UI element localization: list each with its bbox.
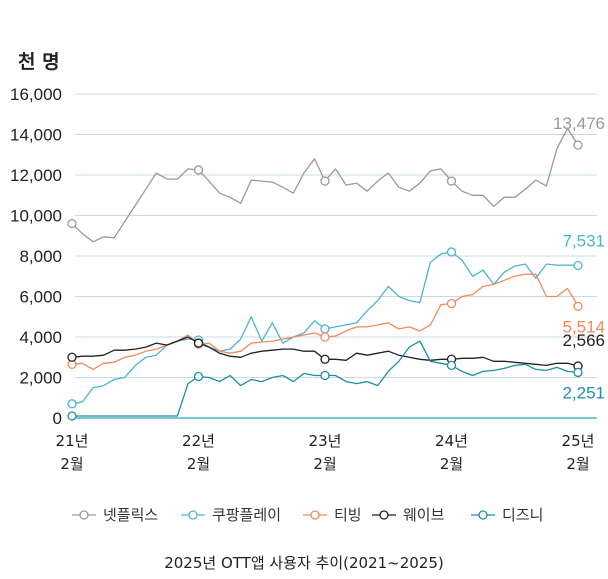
end-value-label: 2,566 xyxy=(562,331,605,350)
data-point-marker xyxy=(573,301,583,311)
y-tick-label: 8,000 xyxy=(19,247,62,266)
end-value-label: 7,531 xyxy=(562,231,605,250)
data-point-marker xyxy=(573,260,583,271)
legend-swatch-marker xyxy=(188,510,198,520)
legend-label: 디즈니 xyxy=(502,506,543,524)
x-tick-year: 21년 xyxy=(56,432,89,450)
legend-swatch-marker xyxy=(79,510,89,520)
series-group xyxy=(67,127,583,421)
legend-swatch-marker xyxy=(478,510,488,520)
legend-swatch-marker xyxy=(310,510,320,520)
data-point-marker xyxy=(67,399,77,409)
data-point-marker xyxy=(67,411,77,421)
data-point-marker xyxy=(446,176,457,186)
end-value-label: 5,514 xyxy=(562,317,605,336)
x-tick-year: 24년 xyxy=(435,432,468,450)
grid xyxy=(75,93,597,419)
x-tick-month: 2월 xyxy=(60,455,83,473)
x-tick-year: 23년 xyxy=(309,432,342,450)
x-tick-month: 2월 xyxy=(187,455,210,473)
data-point-marker xyxy=(573,140,583,150)
y-tick-label: 10,000 xyxy=(10,207,62,226)
data-point-marker xyxy=(193,338,204,348)
data-point-marker xyxy=(446,247,457,257)
y-tick-label: 14,000 xyxy=(10,126,62,145)
y-axis: 0 2,000 4,000 6,000 8,000 10,000 12,000 14,000 1… xyxy=(10,85,62,428)
legend-swatch-marker xyxy=(379,510,389,520)
chart-title: 2025년 OTT앱 사용자 추이(2021~2025) xyxy=(164,554,444,572)
data-point-marker xyxy=(193,371,204,382)
legend-label: 티빙 xyxy=(334,506,362,524)
data-point-marker xyxy=(320,176,330,186)
data-point-marker xyxy=(67,352,77,362)
end-value-label: 13,476 xyxy=(553,114,605,133)
data-point-marker xyxy=(320,332,330,342)
y-tick-label: 12,000 xyxy=(10,166,62,185)
y-tick-label: 0 xyxy=(53,409,62,428)
x-tick-month: 2월 xyxy=(566,455,589,473)
data-point-marker xyxy=(67,218,77,229)
legend-label: 넷플릭스 xyxy=(103,506,158,524)
y-tick-label: 6,000 xyxy=(19,288,62,307)
data-point-marker xyxy=(446,298,457,309)
y-tick-label: 16,000 xyxy=(10,85,62,104)
data-point-marker xyxy=(320,370,330,381)
x-tick-year: 25년 xyxy=(562,432,595,450)
x-tick-year: 22년 xyxy=(182,432,215,450)
x-tick-month: 2월 xyxy=(440,455,463,473)
x-tick-month: 2월 xyxy=(313,455,336,473)
unit-label: 천 명 xyxy=(18,51,60,73)
y-tick-label: 2,000 xyxy=(19,369,62,388)
x-axis: 21년 2월 22년 2월 23년 2월 24년 2월 25년 2월 xyxy=(56,432,595,473)
data-point-marker xyxy=(320,354,330,364)
legend: 넷플릭스 쿠팡플레이 티빙 웨이브 디즈니 xyxy=(72,506,543,524)
end-value-label: 2,251 xyxy=(562,383,605,402)
data-point-marker xyxy=(320,324,330,334)
data-point-marker xyxy=(193,165,204,175)
data-point-marker xyxy=(573,367,583,378)
legend-label: 웨이브 xyxy=(403,506,445,524)
legend-label: 쿠팡플레이 xyxy=(212,506,281,524)
data-point-marker xyxy=(446,360,457,371)
y-tick-label: 4,000 xyxy=(19,328,62,347)
